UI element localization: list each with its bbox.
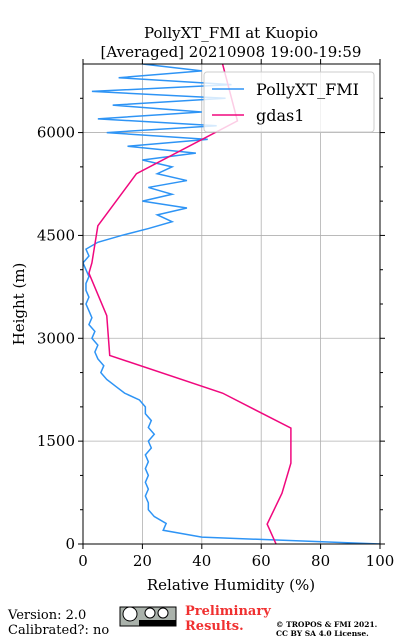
version: Version: 2.0 xyxy=(7,608,86,623)
legend-label: gdas1 xyxy=(256,106,304,125)
series-group xyxy=(83,64,380,544)
cc-band xyxy=(139,620,176,626)
data-line xyxy=(83,64,380,544)
data-line xyxy=(88,64,292,544)
x-tick-label: 0 xyxy=(78,552,88,570)
y-tick-label: 3000 xyxy=(37,329,75,347)
x-tick-label: 60 xyxy=(252,552,271,570)
x-axis-label: Relative Humidity (%) xyxy=(147,576,315,594)
preliminary: Preliminary xyxy=(185,604,271,619)
y-axis-label: Height (m) xyxy=(10,263,28,346)
plot: 0 20 40 60 80 100 0 1500 3000 4500 6000 PollyXT_FMI… xyxy=(37,59,395,570)
plot-frame xyxy=(82,63,381,545)
y-tick-label: 1500 xyxy=(37,432,75,450)
copyright: © TROPOS & FMI 2021. xyxy=(276,620,377,629)
calibrated: Calibrated?: no xyxy=(8,623,109,638)
x-tick-label: 40 xyxy=(192,552,211,570)
copyright: CC BY SA 4.0 License. xyxy=(276,629,369,638)
y-tick-label: 0 xyxy=(65,535,75,553)
x-tick-label: 80 xyxy=(311,552,330,570)
footer: Version: 2.0 Calibrated?: no Preliminary… xyxy=(7,604,377,638)
y-tick-label: 4500 xyxy=(37,226,75,244)
legend-label: PollyXT_FMI xyxy=(256,80,359,99)
by-icon xyxy=(144,607,156,619)
legend-box xyxy=(203,71,375,133)
cc-icon xyxy=(122,606,138,622)
preliminary: Results. xyxy=(185,619,244,634)
chart-title: PollyXT_FMI at Kuopio xyxy=(144,24,318,42)
chart-title: [Averaged] 20210908 19:00-19:59 xyxy=(101,43,362,61)
x-tick-label: 20 xyxy=(133,552,152,570)
legend: PollyXT_FMI gdas1 xyxy=(203,71,375,133)
x-tick-label: 100 xyxy=(366,552,395,570)
y-tick-label: 6000 xyxy=(37,124,75,142)
sa-icon xyxy=(157,607,169,619)
